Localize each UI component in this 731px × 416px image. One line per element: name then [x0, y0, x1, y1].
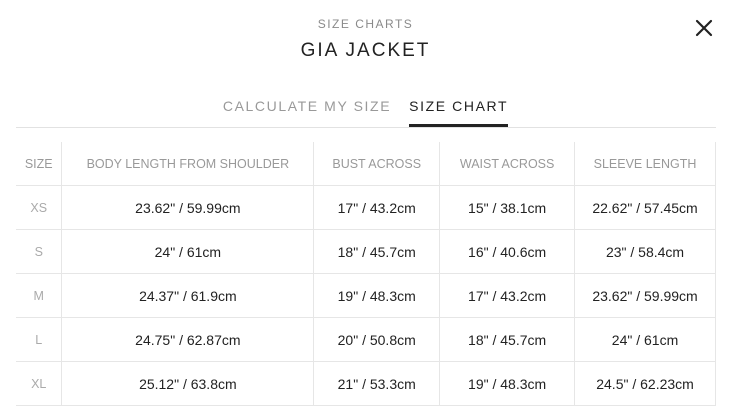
tab-bar: CALCULATE MY SIZE SIZE CHART: [0, 98, 731, 128]
tabs-divider: [16, 127, 716, 128]
size-chart-table: SIZE BODY LENGTH FROM SHOULDER BUST ACRO…: [16, 142, 716, 406]
cell-sleeve: 24.5" / 62.23cm: [574, 361, 716, 406]
cell-sleeve: 22.62" / 57.45cm: [574, 185, 716, 230]
cell-waist: 18" / 45.7cm: [439, 317, 576, 362]
column-header-waist: WAIST ACROSS: [439, 142, 576, 186]
modal-subtitle: SIZE CHARTS: [317, 17, 414, 31]
cell-body-length: 23.62" / 59.99cm: [61, 185, 315, 230]
table-row: L 24.75" / 62.87cm 20" / 50.8cm 18" / 45.7c…: [16, 317, 716, 362]
cell-bust: 20" / 50.8cm: [313, 317, 441, 362]
table-row: XS 23.62" / 59.99cm 17" / 43.2cm 15" / 38.1…: [16, 185, 716, 230]
tab-size-chart[interactable]: SIZE CHART: [409, 98, 509, 128]
column-header-body-length: BODY LENGTH FROM SHOULDER: [61, 142, 315, 186]
cell-sleeve: 24" / 61cm: [574, 317, 716, 362]
table-row: S 24" / 61cm 18" / 45.7cm 16" / 40.6cm 23" /…: [16, 229, 716, 274]
close-button[interactable]: [692, 16, 716, 40]
cell-body-length: 25.12" / 63.8cm: [61, 361, 315, 406]
tab-calculate-my-size[interactable]: CALCULATE MY SIZE: [222, 98, 392, 114]
cell-size: XL: [16, 361, 63, 406]
cell-waist: 19" / 48.3cm: [439, 361, 576, 406]
cell-size: XS: [16, 185, 63, 230]
cell-body-length: 24" / 61cm: [61, 229, 315, 274]
cell-sleeve: 23" / 58.4cm: [574, 229, 716, 274]
cell-body-length: 24.75" / 62.87cm: [61, 317, 315, 362]
cell-bust: 21" / 53.3cm: [313, 361, 441, 406]
cell-bust: 17" / 43.2cm: [313, 185, 441, 230]
table-row: M 24.37" / 61.9cm 19" / 48.3cm 17" / 43.2cm…: [16, 273, 716, 318]
cell-sleeve: 23.62" / 59.99cm: [574, 273, 716, 318]
cell-body-length: 24.37" / 61.9cm: [61, 273, 315, 318]
cell-waist: 17" / 43.2cm: [439, 273, 576, 318]
close-icon: [695, 19, 713, 37]
cell-waist: 16" / 40.6cm: [439, 229, 576, 274]
cell-bust: 19" / 48.3cm: [313, 273, 441, 318]
cell-waist: 15" / 38.1cm: [439, 185, 576, 230]
cell-bust: 18" / 45.7cm: [313, 229, 441, 274]
table-header-row: SIZE BODY LENGTH FROM SHOULDER BUST ACRO…: [16, 142, 716, 186]
column-header-sleeve: SLEEVE LENGTH: [574, 142, 716, 186]
cell-size: M: [16, 273, 63, 318]
cell-size: L: [16, 317, 63, 362]
column-header-bust: BUST ACROSS: [313, 142, 441, 186]
cell-size: S: [16, 229, 63, 274]
modal-title: GIA JACKET: [300, 40, 431, 61]
table-row: XL 25.12" / 63.8cm 21" / 53.3cm 19" / 48.3c…: [16, 361, 716, 406]
column-header-size: SIZE: [16, 142, 63, 186]
